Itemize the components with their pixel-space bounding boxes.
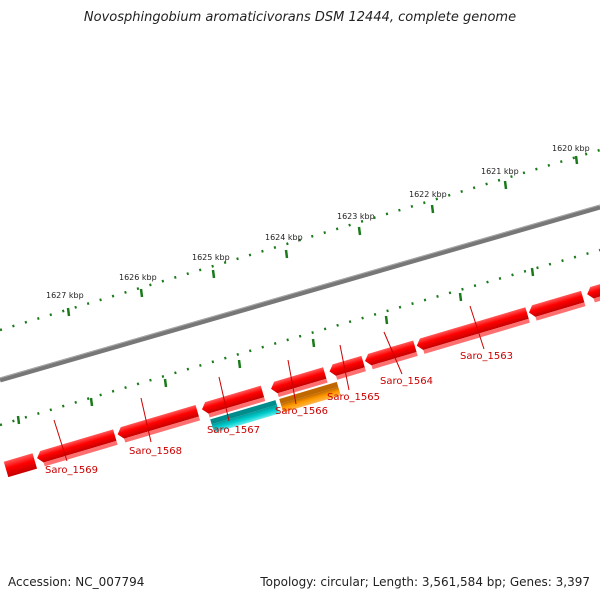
gene-arrow-saro-1563[interactable]	[415, 290, 586, 355]
gene-label-saro-1566[interactable]: Saro_1566	[275, 406, 328, 417]
scale-ticks-inner	[16, 267, 535, 425]
scale-label: 1624 kbp	[265, 233, 303, 242]
label-leaders	[53, 305, 485, 462]
gene-block-saro-1566[interactable]	[279, 381, 341, 413]
scale-major-tick	[430, 204, 435, 214]
scale-label: 1622 kbp	[409, 190, 447, 199]
scale-major-tick	[284, 249, 289, 259]
scale-label: 1625 kbp	[192, 253, 230, 262]
scale-major-tick	[530, 267, 535, 277]
genome-backbone-highlight	[0, 204, 600, 379]
scale-major-tick	[384, 315, 389, 325]
scale-major-tick	[16, 415, 21, 425]
gene-arrow-partial-right[interactable]	[585, 278, 600, 304]
scale-major-tick	[503, 180, 508, 190]
map-title: Novosphingobium aromaticivorans DSM 1244…	[83, 10, 517, 25]
genome-backbone	[0, 204, 600, 383]
gene-block-saro-1567[interactable]	[210, 400, 280, 433]
gene-arrow-saro-1564[interactable]	[363, 340, 418, 371]
gene-label-saro-1569[interactable]: Saro_1569	[45, 465, 98, 476]
scale-major-tick	[357, 226, 362, 236]
gene-arrow-saro-1565[interactable]	[328, 355, 366, 381]
scale-major-tick	[89, 397, 94, 407]
gene-arrow-near-1567[interactable]	[200, 385, 266, 419]
gene-label-saro-1564[interactable]: Saro_1564	[380, 376, 433, 387]
scale-label: 1623 kbp	[337, 212, 375, 221]
gene-label-saro-1565[interactable]: Saro_1565	[327, 392, 380, 403]
gene-label-saro-1563[interactable]: Saro_1563	[460, 351, 513, 362]
accession-label: Accession: NC_007794	[8, 575, 145, 589]
scale-major-tick	[237, 359, 242, 369]
scale-label: 1627 kbp	[46, 291, 84, 300]
scale-major-tick	[66, 307, 71, 317]
scale-label: 1620 kbp	[552, 144, 590, 153]
scale-major-tick	[139, 288, 144, 298]
scale-major-tick	[163, 378, 168, 388]
scale-ring-outer	[0, 148, 600, 332]
gene-arrow-saro-1569[interactable]	[3, 429, 118, 478]
scale-label: 1626 kbp	[119, 273, 157, 282]
scale-major-tick	[458, 292, 463, 302]
gene-label-saro-1567[interactable]: Saro_1567	[207, 425, 260, 436]
scale-label: 1621 kbp	[481, 167, 519, 176]
scale-major-tick	[574, 155, 579, 165]
scale-ring-inner	[0, 248, 600, 427]
gene-arrow-saro-1568[interactable]	[116, 404, 201, 444]
scale-ticks-outer	[66, 155, 579, 317]
scale-major-tick	[211, 269, 216, 279]
gene-label-saro-1568[interactable]: Saro_1568	[129, 446, 182, 457]
topology-label: Topology: circular; Length: 3,561,584 bp…	[260, 575, 590, 589]
gene-arrow-small[interactable]	[269, 367, 328, 398]
scale-major-tick	[311, 338, 316, 348]
